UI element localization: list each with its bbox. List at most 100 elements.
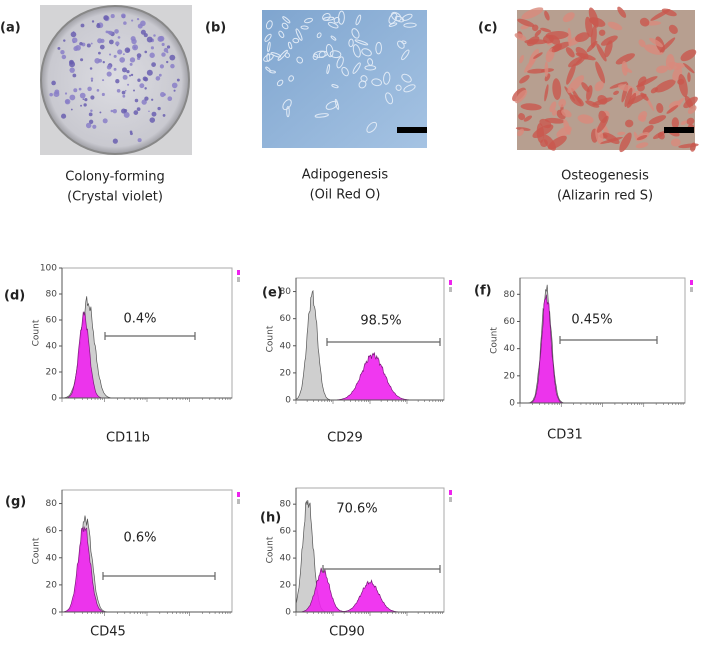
cell — [403, 84, 416, 93]
cell — [600, 35, 618, 46]
cell — [642, 125, 654, 135]
colony — [136, 107, 141, 111]
cell — [552, 78, 562, 100]
cell — [264, 33, 272, 42]
colony — [94, 57, 101, 64]
colony — [85, 122, 92, 129]
cell — [683, 62, 695, 74]
colony — [69, 61, 76, 68]
gate-percentage: 98.5% — [360, 314, 401, 329]
colony — [123, 108, 128, 113]
colonies — [49, 13, 180, 144]
cell — [519, 55, 524, 64]
y-tick-label: 40 — [504, 344, 516, 354]
cell — [266, 52, 271, 62]
cell — [401, 49, 410, 61]
colony — [142, 76, 148, 81]
scale-bar — [664, 127, 694, 133]
cell — [288, 75, 294, 82]
colony — [176, 78, 180, 82]
colony — [91, 20, 95, 23]
cell — [564, 86, 575, 101]
colony — [110, 109, 114, 113]
cell — [544, 84, 549, 102]
cell — [607, 21, 623, 31]
cell — [635, 142, 649, 149]
cell — [567, 75, 585, 94]
cell — [292, 37, 300, 44]
cell — [680, 49, 697, 62]
colony — [153, 34, 156, 37]
cell — [558, 98, 567, 108]
cell — [304, 17, 313, 24]
cell — [520, 103, 542, 111]
cell — [521, 7, 544, 20]
colony — [110, 14, 115, 19]
cell — [300, 25, 309, 30]
cell — [401, 40, 407, 45]
cell — [544, 61, 549, 77]
colony — [151, 111, 157, 117]
colony — [70, 108, 73, 111]
colony — [127, 83, 130, 86]
colony — [161, 52, 166, 57]
cell — [517, 18, 535, 27]
legend-swatch — [449, 287, 452, 292]
colony — [69, 94, 76, 101]
colony — [161, 42, 165, 47]
cell — [594, 81, 604, 92]
colony — [64, 92, 68, 95]
colony — [90, 109, 93, 112]
cell — [577, 114, 594, 124]
colony — [72, 40, 75, 44]
colony — [134, 98, 139, 103]
colony — [166, 45, 171, 49]
colony — [117, 49, 123, 55]
colony — [157, 35, 164, 42]
y-tick-label: 60 — [504, 317, 516, 327]
cell — [551, 109, 558, 116]
colony — [99, 44, 105, 50]
cell — [596, 43, 607, 62]
gate-percentage: 0.6% — [123, 531, 156, 546]
cell — [312, 53, 319, 60]
cell — [540, 27, 552, 33]
legend-swatch — [449, 490, 452, 495]
colony — [130, 36, 136, 42]
cell — [518, 113, 526, 121]
caption: Colony-forming — [65, 170, 164, 185]
colony — [113, 54, 117, 58]
colony — [148, 110, 150, 113]
cell — [330, 35, 337, 41]
cell — [281, 22, 289, 30]
legend-swatch — [449, 280, 452, 285]
colony — [129, 62, 133, 66]
colony — [102, 60, 105, 64]
panel-label: (g) — [5, 495, 26, 510]
y-tick-label: 40 — [46, 553, 58, 563]
cell — [666, 105, 679, 114]
cell — [395, 84, 402, 91]
colony — [99, 111, 102, 114]
y-tick-label: 100 — [40, 264, 57, 274]
cell — [600, 136, 623, 144]
cell — [561, 109, 572, 118]
colony — [150, 46, 154, 50]
colony — [115, 41, 120, 46]
cell — [687, 105, 697, 114]
cell — [625, 119, 634, 128]
colony — [137, 78, 141, 82]
colony — [123, 21, 127, 25]
y-tick-label: 80 — [46, 290, 58, 300]
cell — [621, 60, 628, 76]
marker-name: CD31 — [547, 428, 583, 443]
cell — [394, 15, 405, 23]
cell — [687, 72, 691, 83]
cell — [566, 63, 576, 85]
cell — [401, 73, 412, 83]
cell — [278, 30, 285, 38]
cell — [341, 66, 349, 77]
cell — [617, 131, 626, 136]
cell — [592, 97, 613, 106]
